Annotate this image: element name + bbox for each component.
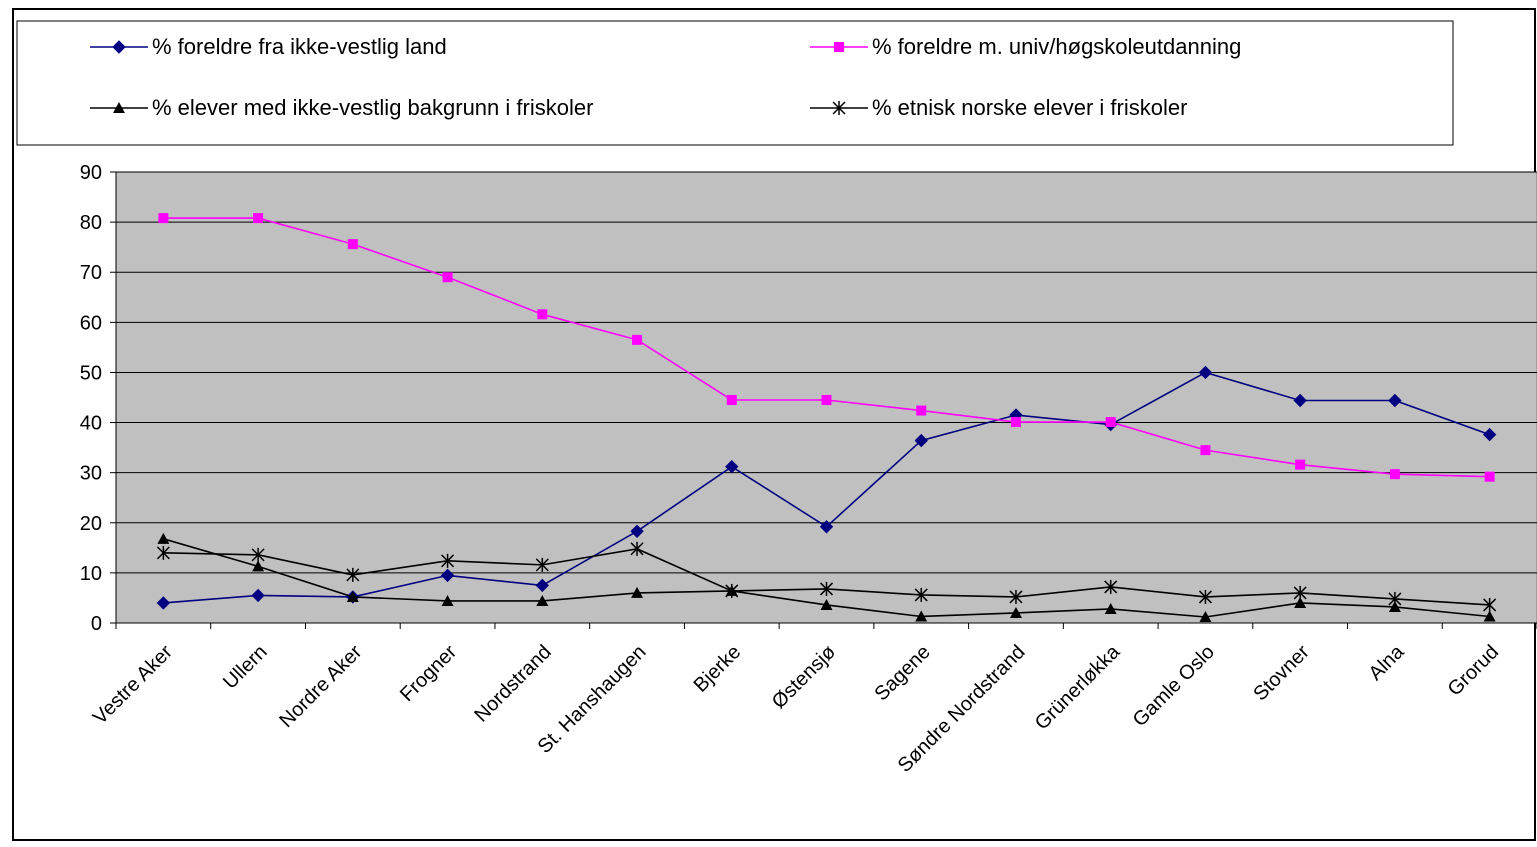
data-point (442, 272, 453, 283)
data-point (632, 334, 643, 345)
data-point (819, 581, 834, 596)
data-point (1293, 393, 1307, 408)
y-tick-label: 60 (80, 312, 102, 334)
data-point (1104, 602, 1117, 614)
data-point (441, 594, 454, 606)
y-tick-label: 20 (80, 513, 102, 535)
data-point (536, 594, 549, 606)
data-point (1388, 393, 1402, 408)
data-point (1105, 417, 1116, 428)
data-point (1199, 610, 1212, 622)
data-point (1388, 600, 1401, 612)
data-point (914, 433, 928, 448)
y-tick-label: 0 (91, 613, 102, 635)
legend-entry: % foreldre fra ikke-vestlig land (90, 34, 447, 59)
data-point (726, 395, 737, 406)
legend: % foreldre fra ikke-vestlig land % foreld… (90, 34, 1241, 120)
data-point (1198, 365, 1213, 380)
data-point (1009, 589, 1023, 604)
legend-label: % foreldre m. univ/høgskoleutdanning (872, 34, 1241, 59)
data-point (914, 587, 928, 602)
legend-marker (113, 102, 125, 113)
data-point (1198, 589, 1212, 604)
data-point (537, 309, 548, 320)
data-point (251, 588, 265, 603)
data-point (156, 596, 171, 610)
data-point (440, 568, 455, 583)
data-point (347, 239, 358, 250)
y-tick-label: 10 (80, 563, 102, 585)
data-point (1010, 417, 1021, 428)
legend-marker (832, 101, 846, 115)
y-tick-label: 40 (80, 413, 102, 435)
legend-marker (112, 40, 126, 54)
data-point (821, 395, 832, 406)
legend-label: % elever med ikke-vestlig bakgrunn i fri… (152, 95, 593, 120)
data-point (1294, 596, 1307, 608)
data-point (725, 583, 739, 598)
series-1 (156, 365, 1497, 610)
data-point (1009, 606, 1022, 618)
data-point (441, 553, 455, 568)
legend-entry: % etnisk norske elever i friskoler (810, 95, 1187, 120)
y-tick-label: 50 (80, 362, 102, 384)
data-point (251, 547, 265, 562)
data-point (915, 610, 928, 622)
data-point (630, 541, 644, 556)
data-point (535, 578, 550, 593)
data-point (252, 560, 265, 572)
data-point (1200, 445, 1211, 456)
data-point (1482, 427, 1497, 442)
data-point (535, 557, 549, 572)
y-tick-label: 30 (80, 463, 102, 485)
series-4 (156, 541, 1497, 612)
y-tick-label: 80 (80, 212, 102, 234)
series-2 (158, 213, 1495, 482)
data-point (631, 586, 644, 598)
legend-marker (834, 42, 844, 52)
data-point (1483, 610, 1496, 622)
data-point (725, 459, 739, 474)
data-point (346, 567, 360, 582)
data-point (1389, 469, 1400, 480)
series-layer (156, 213, 1497, 622)
data-point (1295, 459, 1306, 470)
data-point (253, 213, 264, 224)
y-tick-label: 90 (80, 162, 102, 184)
legend-label: % etnisk norske elever i friskoler (872, 95, 1187, 120)
legend-entry: % elever med ikke-vestlig bakgrunn i fri… (90, 95, 593, 120)
data-point (1104, 579, 1118, 594)
legend-entry: % foreldre m. univ/høgskoleutdanning (810, 34, 1241, 59)
data-point (630, 524, 644, 539)
data-point (1388, 591, 1402, 606)
legend-box (16, 20, 1454, 146)
data-point (916, 405, 927, 416)
y-tick-label: 70 (80, 262, 102, 284)
data-point (820, 598, 833, 610)
data-point (346, 590, 359, 602)
data-point (1293, 585, 1307, 600)
data-point (819, 520, 834, 534)
data-point (1484, 471, 1495, 482)
data-point (1483, 597, 1497, 612)
legend-label: % foreldre fra ikke-vestlig land (152, 34, 447, 59)
data-point (157, 532, 170, 544)
data-point (158, 213, 169, 224)
data-point (156, 545, 170, 560)
